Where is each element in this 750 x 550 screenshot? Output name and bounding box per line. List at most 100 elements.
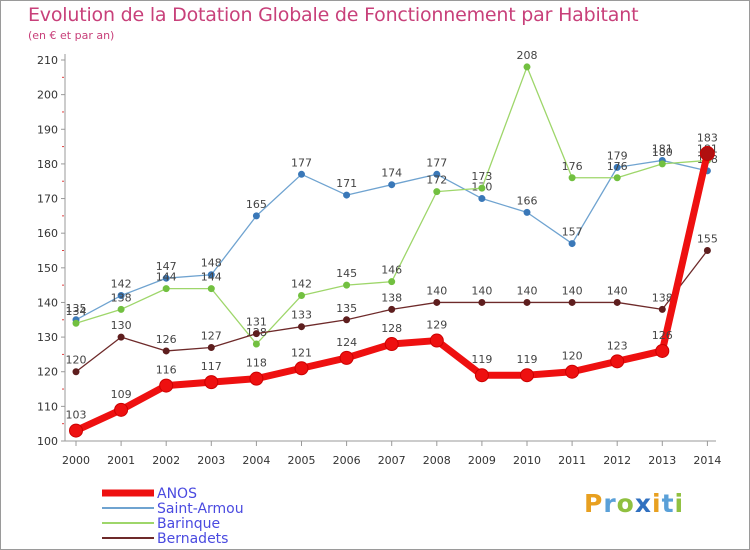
data-point [298, 292, 305, 300]
y-tick-label: 140 [37, 296, 58, 309]
data-point [478, 184, 486, 192]
data-point [703, 247, 711, 254]
legend-label: Bernadets [157, 531, 228, 547]
x-tick-label: 2012 [603, 454, 631, 467]
data-label: 180 [652, 146, 673, 159]
x-tick-label: 2005 [288, 454, 316, 467]
data-point [117, 292, 125, 300]
data-label: 119 [471, 353, 492, 366]
data-point [207, 285, 215, 293]
data-label: 124 [336, 336, 357, 349]
data-point [568, 174, 576, 182]
data-label: 172 [426, 174, 447, 187]
data-label: 140 [471, 284, 492, 297]
y-tick-label: 120 [37, 366, 58, 379]
data-label: 148 [201, 257, 222, 270]
data-label: 138 [652, 291, 673, 304]
data-label: 146 [381, 264, 402, 277]
x-tick-label: 2001 [107, 454, 135, 467]
data-point [252, 340, 260, 348]
data-point [520, 368, 534, 383]
data-point [298, 323, 305, 331]
data-point [162, 285, 170, 293]
data-label: 177 [291, 156, 312, 169]
data-label: 135 [336, 302, 357, 315]
data-label: 120 [66, 354, 87, 367]
y-tick-label: 210 [37, 54, 58, 67]
data-label: 121 [291, 346, 312, 359]
data-point [655, 343, 670, 358]
y-tick-label: 100 [37, 435, 58, 448]
data-point [207, 271, 215, 279]
y-tick-label: 170 [37, 193, 58, 206]
data-label: 134 [66, 305, 87, 318]
data-label: 157 [562, 226, 583, 239]
y-tick-label: 150 [37, 262, 58, 275]
data-label: 181 [652, 142, 673, 155]
x-tick-label: 2003 [197, 454, 225, 467]
data-point [159, 378, 174, 393]
data-label: 126 [652, 329, 673, 342]
y-tick-label: 110 [37, 400, 58, 413]
data-label: 140 [607, 284, 628, 297]
y-tick-label: 200 [37, 89, 58, 102]
data-label: 103 [66, 409, 87, 422]
y-tick-label: 160 [37, 227, 58, 240]
chart-subtitle: (en € et par an) [28, 29, 115, 42]
data-label: 138 [111, 291, 132, 304]
x-tick-label: 2000 [62, 454, 90, 467]
data-label: 117 [201, 360, 222, 373]
data-point [388, 278, 396, 286]
data-label: 128 [381, 322, 402, 335]
data-point [523, 63, 531, 71]
data-label: 130 [111, 319, 132, 332]
data-label: 126 [156, 333, 177, 346]
data-label: 177 [426, 156, 447, 169]
data-point [568, 240, 576, 248]
data-point [204, 375, 219, 390]
data-point [658, 160, 666, 168]
data-label: 116 [156, 364, 177, 377]
data-point [162, 274, 170, 282]
data-point [117, 333, 125, 341]
data-point [114, 402, 129, 417]
data-point [658, 305, 666, 313]
data-label: 165 [246, 198, 267, 211]
data-label: 142 [291, 278, 312, 291]
x-tick-label: 2013 [648, 454, 676, 467]
data-label: 123 [607, 339, 628, 352]
data-label: 119 [517, 353, 538, 366]
x-tick-label: 2004 [242, 454, 270, 467]
data-label: 127 [201, 329, 222, 342]
data-label: 140 [562, 284, 583, 297]
data-point [339, 350, 354, 365]
data-label: 118 [246, 357, 267, 370]
data-point [478, 298, 486, 306]
data-point [294, 361, 309, 376]
data-point [565, 364, 580, 379]
data-point [613, 163, 621, 171]
y-tick-label: 130 [37, 331, 58, 344]
data-label: 131 [246, 316, 267, 329]
y-tick-label: 180 [37, 158, 58, 171]
x-tick-label: 2009 [468, 454, 496, 467]
data-point [343, 316, 351, 324]
data-point [72, 368, 80, 376]
data-label: 174 [381, 167, 402, 180]
data-label: 138 [381, 291, 402, 304]
data-label: 129 [426, 319, 447, 332]
data-point [433, 170, 441, 178]
data-point [343, 281, 351, 289]
data-label: 208 [517, 49, 538, 62]
x-tick-label: 2007 [378, 454, 406, 467]
data-label: 144 [201, 271, 222, 284]
data-label: 166 [517, 194, 538, 207]
legend-label: Barinque [157, 516, 220, 532]
data-point [384, 337, 399, 352]
data-point [523, 298, 531, 306]
y-tick-label: 190 [37, 123, 58, 136]
data-point [433, 188, 441, 196]
data-point [69, 423, 83, 438]
legend-label: ANOS [157, 486, 197, 502]
